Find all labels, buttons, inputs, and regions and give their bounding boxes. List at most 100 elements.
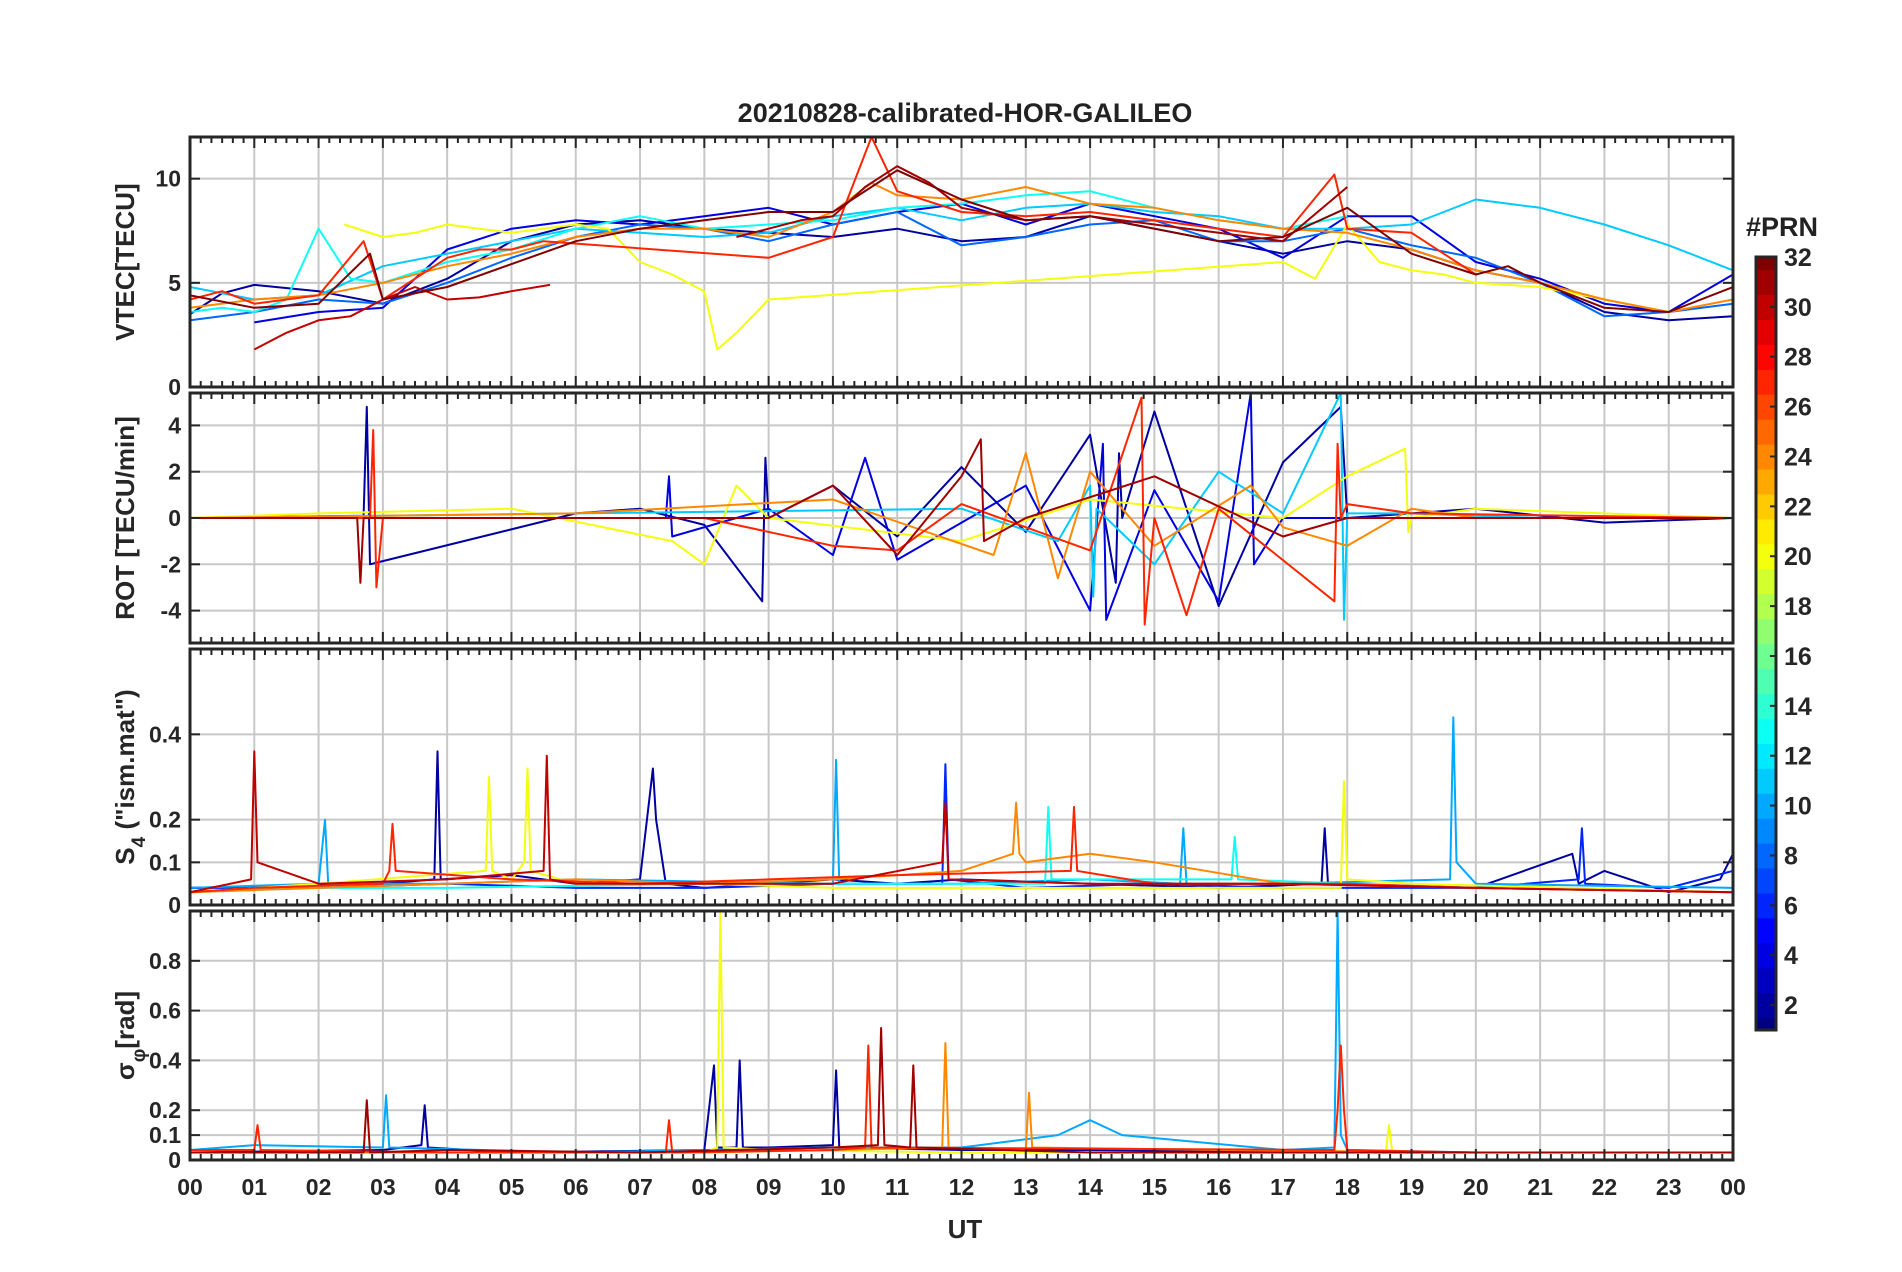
y-tick-label: 0.1 (149, 849, 181, 875)
colorbar-tick-label: 8 (1784, 842, 1798, 870)
colorbar-swatch (1756, 917, 1776, 944)
colorbar-swatch (1756, 568, 1776, 595)
colorbar-swatch (1756, 942, 1776, 969)
y-tick-label: 0 (168, 892, 181, 918)
colorbar-tick-label: 10 (1784, 793, 1812, 821)
y-tick-label: 0.1 (149, 1122, 181, 1148)
y-tick-label: 0 (168, 374, 181, 400)
colorbar-swatch (1756, 444, 1776, 470)
x-tick-label: 17 (1270, 1174, 1296, 1200)
y-tick-label: 0.2 (149, 1097, 181, 1123)
colorbar-tick-label: 20 (1784, 543, 1812, 571)
colorbar-tick-label: 2 (1784, 992, 1798, 1020)
series-prn-24 (190, 452, 1733, 580)
colorbar-swatch (1756, 842, 1776, 869)
y-label-main: σ (110, 1062, 140, 1080)
y-tick-label: 0.4 (149, 721, 181, 747)
series-prn-32 (190, 169, 1733, 313)
series-prn-30 (253, 283, 551, 351)
x-tick-label: 09 (756, 1174, 782, 1200)
colorbar-swatch (1756, 269, 1776, 296)
panel-vtec: 0 5 10 VTEC[TECU] (110, 135, 1735, 400)
colorbar-tick-label: 30 (1784, 294, 1812, 322)
y-label-rest: [rad] (110, 991, 140, 1049)
y-label-sub: φ (129, 1049, 150, 1063)
colorbar-swatch (1756, 493, 1776, 520)
x-tick-label: 07 (627, 1174, 653, 1200)
series-prn-13 (190, 805, 1733, 894)
colorbar-swatch (1756, 643, 1776, 670)
colorbar-swatch (1756, 793, 1776, 819)
y-axis-label-s4: S4 ("ism.mat") (110, 689, 150, 864)
x-tick-label: 23 (1656, 1174, 1682, 1200)
colorbar-swatch (1756, 693, 1776, 719)
x-tick-label: 13 (1013, 1174, 1039, 1200)
colorbar-swatch (1756, 419, 1776, 445)
series-prn-31 (736, 165, 1348, 243)
colorbar-tick-label: 18 (1784, 593, 1812, 621)
colorbar-swatch (1756, 1017, 1776, 1031)
series-prn-24 (190, 801, 1733, 894)
y-tick-label: 0.6 (149, 998, 181, 1024)
x-tick-label: 21 (1527, 1174, 1553, 1200)
series-prn-30 (190, 750, 1733, 894)
series-prn-31 (190, 438, 1733, 584)
y-tick-label: 0.8 (149, 948, 181, 974)
series-prn-2 (190, 1059, 1733, 1154)
colorbar-swatch (1756, 257, 1776, 271)
series-prn-20 (343, 223, 1669, 351)
y-tick-label: -4 (161, 598, 182, 624)
colorbar-swatch (1756, 294, 1776, 320)
series-group (190, 393, 1733, 626)
panel-s4: 0 0.1 0.2 0.4S4 ("ism.mat") (110, 647, 1735, 918)
series-prn-11 (190, 198, 1733, 301)
series-prn-20 (190, 447, 1733, 566)
colorbar-tick-label: 32 (1784, 244, 1812, 272)
colorbar-tick-label: 28 (1784, 344, 1812, 372)
y-tick-label: 0 (168, 1147, 181, 1173)
colorbar-swatch (1756, 593, 1776, 620)
colorbar-swatch (1756, 344, 1776, 370)
y-tick-label: 0.2 (149, 807, 181, 833)
series-group (190, 716, 1733, 894)
x-tick-label: 16 (1206, 1174, 1232, 1200)
x-tick-label: 05 (499, 1174, 525, 1200)
x-tick-label: 00 (1720, 1174, 1746, 1200)
x-tick-label: 01 (241, 1174, 267, 1200)
colorbar-tick-label: 24 (1784, 443, 1812, 471)
series-prn-27 (190, 396, 1733, 626)
colorbar-swatch (1756, 892, 1776, 919)
y-tick-label: 5 (168, 270, 181, 296)
x-tick-label: 08 (692, 1174, 718, 1200)
colorbar-swatch (1756, 468, 1776, 495)
colorbar-tick-label: 4 (1784, 942, 1798, 970)
series-prn-27 (190, 1044, 1733, 1154)
series-prn-11 (190, 393, 1733, 621)
x-tick-label: 14 (1077, 1174, 1103, 1200)
x-tick-label: 02 (306, 1174, 332, 1200)
panel-rot: -4 -2 0 2 4 ROT [TECU/min] (110, 391, 1735, 645)
colorbar-swatch (1756, 768, 1776, 794)
colorbar-swatch (1756, 369, 1776, 395)
colorbar-tick-label: 22 (1784, 493, 1812, 521)
colorbar-swatch (1756, 867, 1776, 894)
y-tick-label: 0 (168, 505, 181, 531)
y-label-rest: ("ism.mat") (110, 689, 140, 836)
x-tick-label: 11 (885, 1174, 910, 1200)
colorbar-tick-label: 26 (1784, 394, 1812, 422)
y-tick-label: 0.4 (149, 1047, 181, 1073)
series-prn-27 (190, 137, 1477, 305)
series-prn-31 (190, 1027, 1733, 1154)
colorbar-tick-label: 14 (1784, 693, 1812, 721)
y-tick-label: 2 (168, 459, 181, 485)
x-tick-label: 20 (1463, 1174, 1489, 1200)
x-tick-label: 18 (1334, 1174, 1360, 1200)
y-tick-label: 10 (155, 166, 181, 192)
x-tick-label: 04 (434, 1174, 460, 1200)
series-prn-8 (190, 211, 1733, 322)
colorbar-swatch (1756, 394, 1776, 420)
y-axis-label-sigma: σφ[rad] (110, 991, 150, 1080)
x-tick-label: 00 (177, 1174, 203, 1200)
y-label-sub: 4 (129, 836, 150, 847)
